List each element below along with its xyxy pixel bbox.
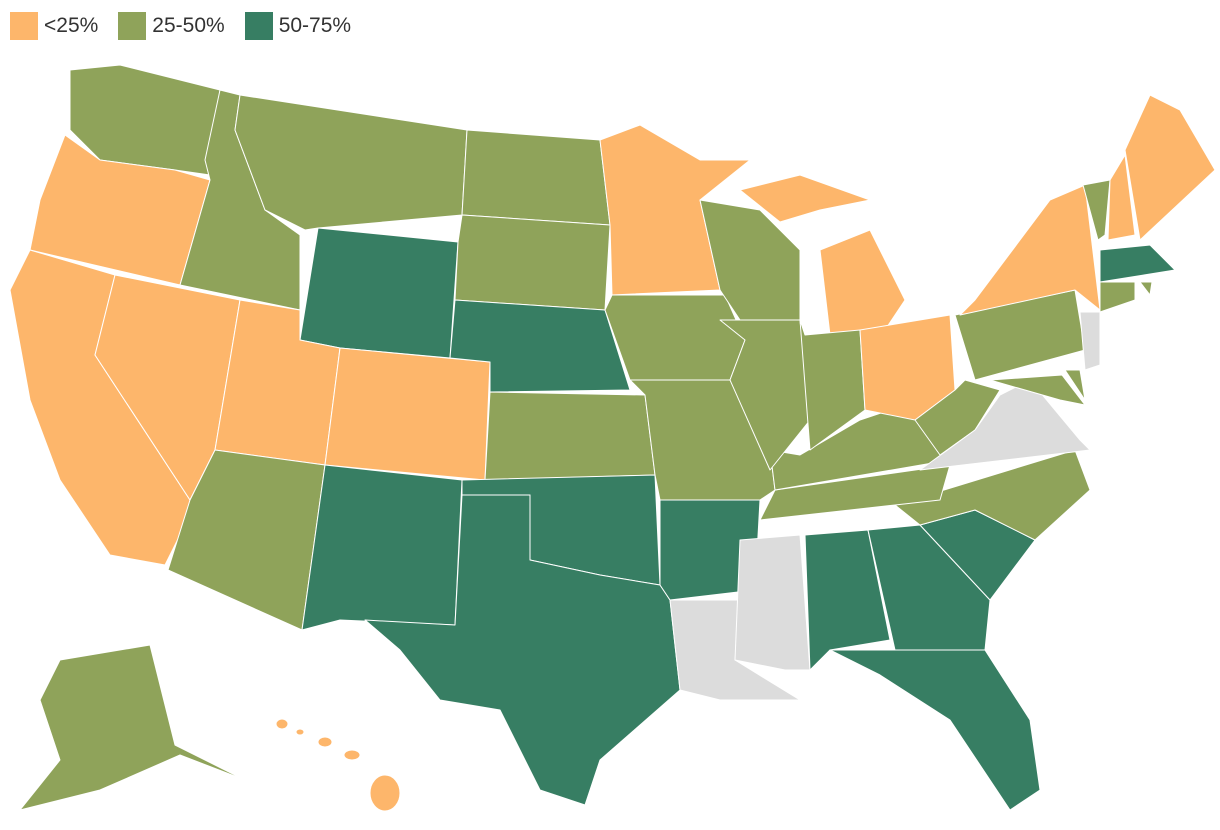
state — [299, 227, 459, 359]
legend-item: <25% — [10, 12, 98, 40]
state — [301, 464, 463, 631]
state — [364, 494, 681, 806]
state — [867, 524, 991, 651]
island — [275, 718, 289, 730]
state — [234, 94, 468, 231]
island — [343, 749, 361, 761]
state — [454, 214, 611, 311]
state — [1139, 281, 1153, 296]
state — [734, 534, 811, 671]
legend-swatch — [118, 12, 147, 40]
state — [1082, 179, 1111, 241]
legend-item: 25-50% — [118, 12, 225, 40]
legend-label: 50-75% — [278, 14, 352, 37]
state — [1107, 154, 1136, 241]
state — [461, 129, 611, 226]
island — [295, 728, 305, 736]
state — [1079, 311, 1101, 371]
legend-label: 25-50% — [152, 14, 225, 37]
legend: <25% 25-50% 50-75% — [10, 12, 351, 40]
state — [484, 391, 656, 481]
state — [799, 319, 866, 451]
state — [989, 374, 1086, 406]
state — [69, 64, 221, 176]
legend-swatch — [10, 12, 38, 40]
state — [604, 294, 746, 381]
state — [1099, 281, 1136, 313]
state — [324, 347, 491, 481]
state — [739, 174, 871, 223]
state — [804, 529, 891, 671]
state — [1064, 369, 1086, 401]
state — [659, 499, 761, 601]
island — [369, 774, 401, 812]
legend-item: 50-75% — [244, 12, 352, 40]
island — [317, 736, 333, 748]
legend-label: <25% — [44, 14, 99, 37]
state — [19, 644, 246, 811]
state — [959, 184, 1101, 316]
state — [829, 649, 1041, 811]
legend-swatch — [244, 12, 273, 40]
state — [1124, 94, 1216, 241]
state — [1099, 244, 1176, 283]
state — [819, 229, 906, 336]
state — [167, 449, 326, 631]
